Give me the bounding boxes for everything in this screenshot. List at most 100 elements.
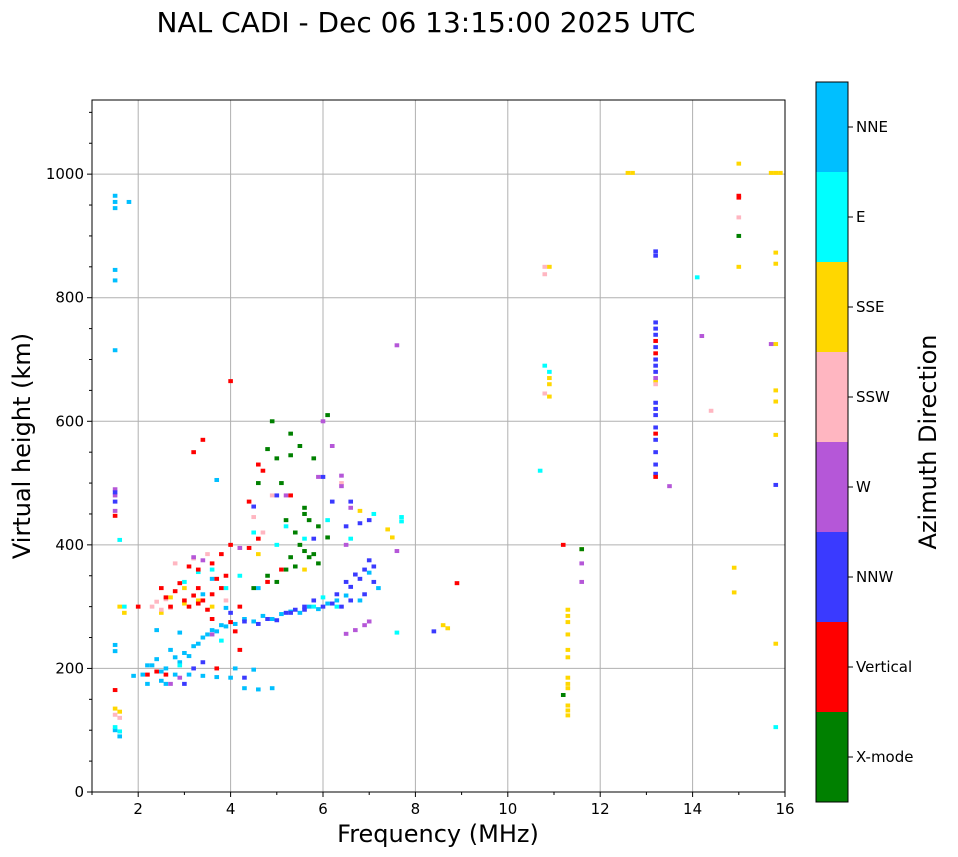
colorbar-segment bbox=[816, 622, 848, 712]
data-point bbox=[191, 644, 196, 649]
data-point bbox=[306, 604, 312, 609]
data-point bbox=[182, 598, 187, 603]
data-point bbox=[214, 477, 220, 482]
data-point bbox=[214, 666, 220, 671]
data-point bbox=[773, 482, 779, 487]
data-point bbox=[768, 170, 774, 175]
data-point bbox=[163, 672, 169, 677]
data-point bbox=[214, 675, 220, 680]
data-point bbox=[112, 499, 118, 504]
data-point bbox=[117, 734, 123, 739]
data-point bbox=[302, 505, 307, 510]
data-point bbox=[112, 493, 118, 498]
data-point bbox=[348, 505, 354, 510]
data-point bbox=[159, 669, 164, 674]
data-point bbox=[228, 542, 233, 547]
data-point bbox=[219, 638, 224, 643]
data-point bbox=[154, 628, 159, 633]
data-point bbox=[311, 536, 317, 541]
data-point bbox=[223, 605, 229, 610]
data-point bbox=[256, 687, 261, 692]
y-tick-label: 800 bbox=[55, 289, 84, 307]
data-point bbox=[348, 499, 354, 504]
data-point bbox=[195, 641, 201, 646]
data-point bbox=[112, 642, 118, 647]
data-point bbox=[357, 521, 363, 526]
data-point bbox=[311, 552, 317, 557]
y-tick-label: 400 bbox=[55, 536, 84, 554]
plot-background bbox=[92, 100, 785, 792]
data-point bbox=[653, 363, 658, 368]
data-point bbox=[159, 607, 164, 612]
colorbar-segment bbox=[816, 712, 848, 802]
data-point bbox=[325, 413, 330, 418]
data-point bbox=[149, 663, 155, 668]
data-point bbox=[145, 672, 150, 677]
data-point bbox=[288, 453, 293, 458]
series-e bbox=[112, 275, 779, 734]
data-point bbox=[122, 610, 127, 615]
data-point bbox=[214, 629, 220, 634]
data-point bbox=[565, 686, 571, 691]
data-point bbox=[348, 536, 354, 541]
y-tick-label: 600 bbox=[55, 412, 84, 430]
data-point bbox=[625, 170, 631, 175]
data-point bbox=[329, 499, 335, 504]
data-point bbox=[348, 584, 354, 589]
data-point bbox=[565, 708, 571, 713]
chart-title: NAL CADI - Dec 06 13:15:00 2025 UTC bbox=[157, 6, 696, 39]
data-point bbox=[362, 623, 367, 628]
data-point bbox=[205, 607, 210, 612]
data-point bbox=[302, 607, 307, 612]
data-point bbox=[209, 567, 215, 572]
data-point bbox=[288, 555, 293, 560]
data-point bbox=[237, 604, 243, 609]
data-point bbox=[653, 320, 658, 325]
data-point bbox=[288, 431, 293, 436]
data-point bbox=[191, 555, 196, 560]
data-point bbox=[195, 570, 201, 575]
data-point bbox=[251, 586, 256, 591]
data-point bbox=[357, 576, 363, 581]
data-point bbox=[126, 199, 132, 204]
data-point bbox=[399, 515, 404, 520]
data-point bbox=[334, 592, 340, 597]
data-point bbox=[182, 650, 187, 655]
data-point bbox=[394, 343, 400, 348]
data-point bbox=[177, 675, 183, 680]
y-axis-label: Virtual height (km) bbox=[8, 333, 36, 559]
data-point bbox=[653, 253, 658, 258]
data-point bbox=[708, 408, 714, 413]
data-point bbox=[565, 713, 571, 718]
data-point bbox=[112, 649, 118, 654]
data-point bbox=[214, 576, 220, 581]
data-point bbox=[311, 598, 317, 603]
data-point bbox=[565, 647, 571, 652]
data-point bbox=[159, 586, 164, 591]
data-point bbox=[251, 515, 256, 520]
colorbar-frame bbox=[815, 81, 849, 803]
data-point bbox=[288, 610, 293, 615]
data-point bbox=[630, 170, 635, 175]
data-point bbox=[357, 508, 363, 513]
data-point bbox=[653, 376, 658, 381]
data-point bbox=[269, 617, 275, 621]
data-point bbox=[186, 564, 192, 569]
data-point bbox=[223, 624, 229, 629]
data-point bbox=[200, 558, 206, 563]
colorbar-label-item: Vertical bbox=[856, 658, 912, 676]
series-nne bbox=[112, 193, 381, 739]
series-vertical bbox=[112, 193, 742, 693]
data-point bbox=[653, 474, 658, 479]
data-point bbox=[195, 598, 201, 603]
data-point bbox=[394, 630, 400, 635]
data-point bbox=[343, 593, 349, 598]
data-point bbox=[731, 565, 737, 570]
data-point bbox=[182, 681, 187, 686]
data-point bbox=[112, 706, 118, 711]
data-point bbox=[209, 576, 215, 581]
x-tick-label: 2 bbox=[133, 800, 143, 818]
data-point bbox=[736, 264, 742, 269]
data-point bbox=[265, 447, 270, 452]
data-point bbox=[112, 206, 118, 211]
